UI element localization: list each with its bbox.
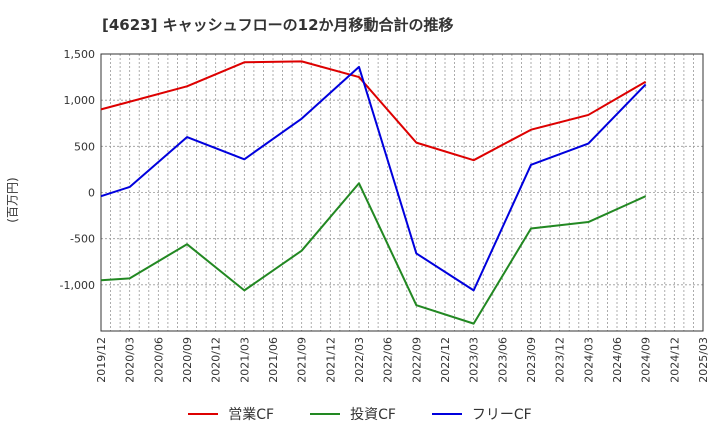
legend-item-free-cf: フリーCF bbox=[431, 404, 532, 424]
x-tick-label: 2021/03 bbox=[238, 337, 251, 383]
x-tick-label: 2023/09 bbox=[525, 337, 538, 383]
x-tick-label: 2020/03 bbox=[124, 337, 137, 383]
x-tick-label: 2021/06 bbox=[267, 337, 280, 383]
x-tick-label: 2021/12 bbox=[324, 337, 337, 383]
x-tick-label: 2023/12 bbox=[554, 337, 567, 383]
y-tick-label: 1,500 bbox=[64, 48, 96, 61]
legend-label-free-cf: フリーCF bbox=[471, 407, 532, 423]
legend: 営業CF 投資CF フリーCF bbox=[0, 404, 720, 424]
legend-swatch-free-cf bbox=[431, 413, 462, 415]
x-tick-label: 2022/03 bbox=[353, 337, 366, 383]
series-line-operating-cf bbox=[100, 60, 647, 162]
x-tick-label: 2022/06 bbox=[382, 337, 395, 383]
series-layer bbox=[100, 60, 647, 325]
x-tick-labels: 2019/12 2020/03 2020/06 2020/09 2020/12 2021/… bbox=[95, 337, 710, 383]
x-tick-label: 2023/03 bbox=[468, 337, 481, 383]
x-tick-label: 2024/06 bbox=[611, 337, 624, 383]
legend-item-investing-cf: 投資CF bbox=[310, 404, 396, 424]
y-tick-label: -1,000 bbox=[60, 279, 95, 292]
grid-layer bbox=[101, 53, 703, 331]
y-tick-label: 0 bbox=[88, 187, 95, 200]
plot-frame bbox=[100, 53, 704, 332]
x-tick-label: 2023/06 bbox=[496, 337, 509, 383]
legend-label-investing-cf: 投資CF bbox=[350, 407, 396, 423]
y-tick-label: 1,000 bbox=[64, 94, 96, 107]
series-line-investing-cf bbox=[100, 182, 647, 325]
legend-swatch-investing-cf bbox=[310, 413, 341, 415]
series-line-free-cf bbox=[100, 65, 647, 292]
x-tick-label: 2024/12 bbox=[668, 337, 681, 383]
x-tick-label: 2021/09 bbox=[296, 337, 309, 383]
legend-item-operating-cf: 営業CF bbox=[188, 404, 274, 424]
x-tick-label: 2019/12 bbox=[95, 337, 108, 383]
y-tick-labels: 1,500 1,000 500 0 -500 -1,000 bbox=[60, 48, 95, 292]
x-tick-label: 2020/12 bbox=[210, 337, 223, 383]
x-tick-label: 2022/12 bbox=[439, 337, 452, 383]
x-tick-label: 2025/03 bbox=[697, 337, 710, 383]
y-tick-label: -500 bbox=[70, 233, 95, 246]
x-tick-label: 2020/09 bbox=[181, 337, 194, 383]
legend-label-operating-cf: 営業CF bbox=[228, 407, 275, 423]
y-tick-label: 500 bbox=[74, 140, 95, 153]
legend-swatch-operating-cf bbox=[188, 413, 219, 415]
chart-title: [4623] キャッシュフローの12か月移動合計の推移 bbox=[102, 16, 454, 34]
x-tick-label: 2024/03 bbox=[582, 337, 595, 383]
x-tick-label: 2020/06 bbox=[152, 337, 165, 383]
x-tick-label: 2022/09 bbox=[410, 337, 423, 383]
x-tick-label: 2024/09 bbox=[640, 337, 653, 383]
